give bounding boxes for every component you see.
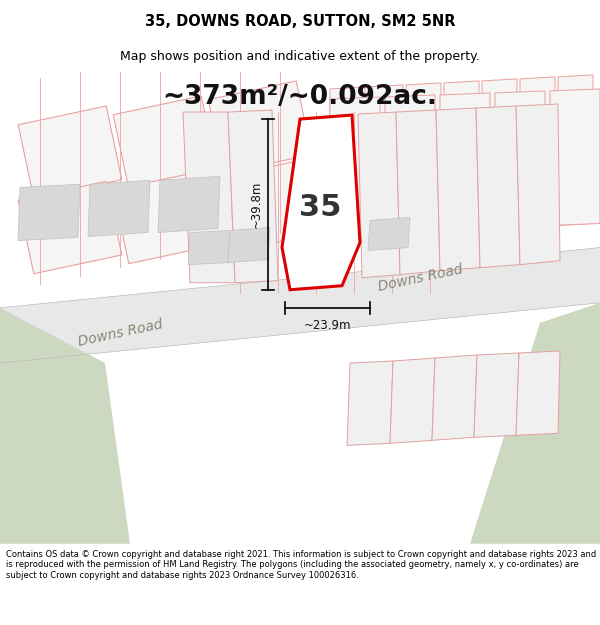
Polygon shape [368,217,410,251]
Polygon shape [330,87,365,238]
Text: ~373m²/~0.092ac.: ~373m²/~0.092ac. [163,84,437,110]
Polygon shape [482,79,517,229]
Polygon shape [347,361,393,446]
Polygon shape [520,77,555,228]
Text: Downs Road: Downs Road [376,262,464,294]
Text: Contains OS data © Crown copyright and database right 2021. This information is : Contains OS data © Crown copyright and d… [6,550,596,580]
Text: 35, DOWNS ROAD, SUTTON, SM2 5NR: 35, DOWNS ROAD, SUTTON, SM2 5NR [145,14,455,29]
Polygon shape [228,228,270,262]
Polygon shape [0,248,600,363]
Polygon shape [183,112,235,282]
Polygon shape [18,181,122,274]
Polygon shape [436,108,480,271]
Polygon shape [368,85,403,236]
Polygon shape [470,302,600,544]
Polygon shape [385,95,435,234]
Polygon shape [18,106,122,198]
Text: Downs Road: Downs Road [76,317,164,349]
Polygon shape [113,171,217,264]
Polygon shape [390,358,435,443]
Polygon shape [358,112,400,278]
Polygon shape [495,91,545,229]
Text: Map shows position and indicative extent of the property.: Map shows position and indicative extent… [120,49,480,62]
Polygon shape [330,97,380,238]
Polygon shape [516,351,560,436]
Polygon shape [208,161,312,254]
Polygon shape [516,104,560,264]
Polygon shape [476,106,520,268]
Polygon shape [440,93,490,231]
Polygon shape [282,115,360,290]
Polygon shape [0,308,130,544]
Polygon shape [558,75,593,226]
Polygon shape [550,89,600,226]
Polygon shape [113,96,217,188]
Polygon shape [208,81,312,173]
Text: ~39.8m: ~39.8m [250,181,263,228]
Text: 35: 35 [299,193,341,222]
Polygon shape [188,231,230,264]
Polygon shape [88,180,150,236]
Polygon shape [158,176,220,232]
Polygon shape [396,110,440,274]
Polygon shape [406,83,441,234]
Polygon shape [432,355,477,441]
Polygon shape [228,110,278,282]
Polygon shape [18,184,80,241]
Text: ~23.9m: ~23.9m [304,319,351,332]
Polygon shape [444,81,479,231]
Polygon shape [474,353,519,437]
